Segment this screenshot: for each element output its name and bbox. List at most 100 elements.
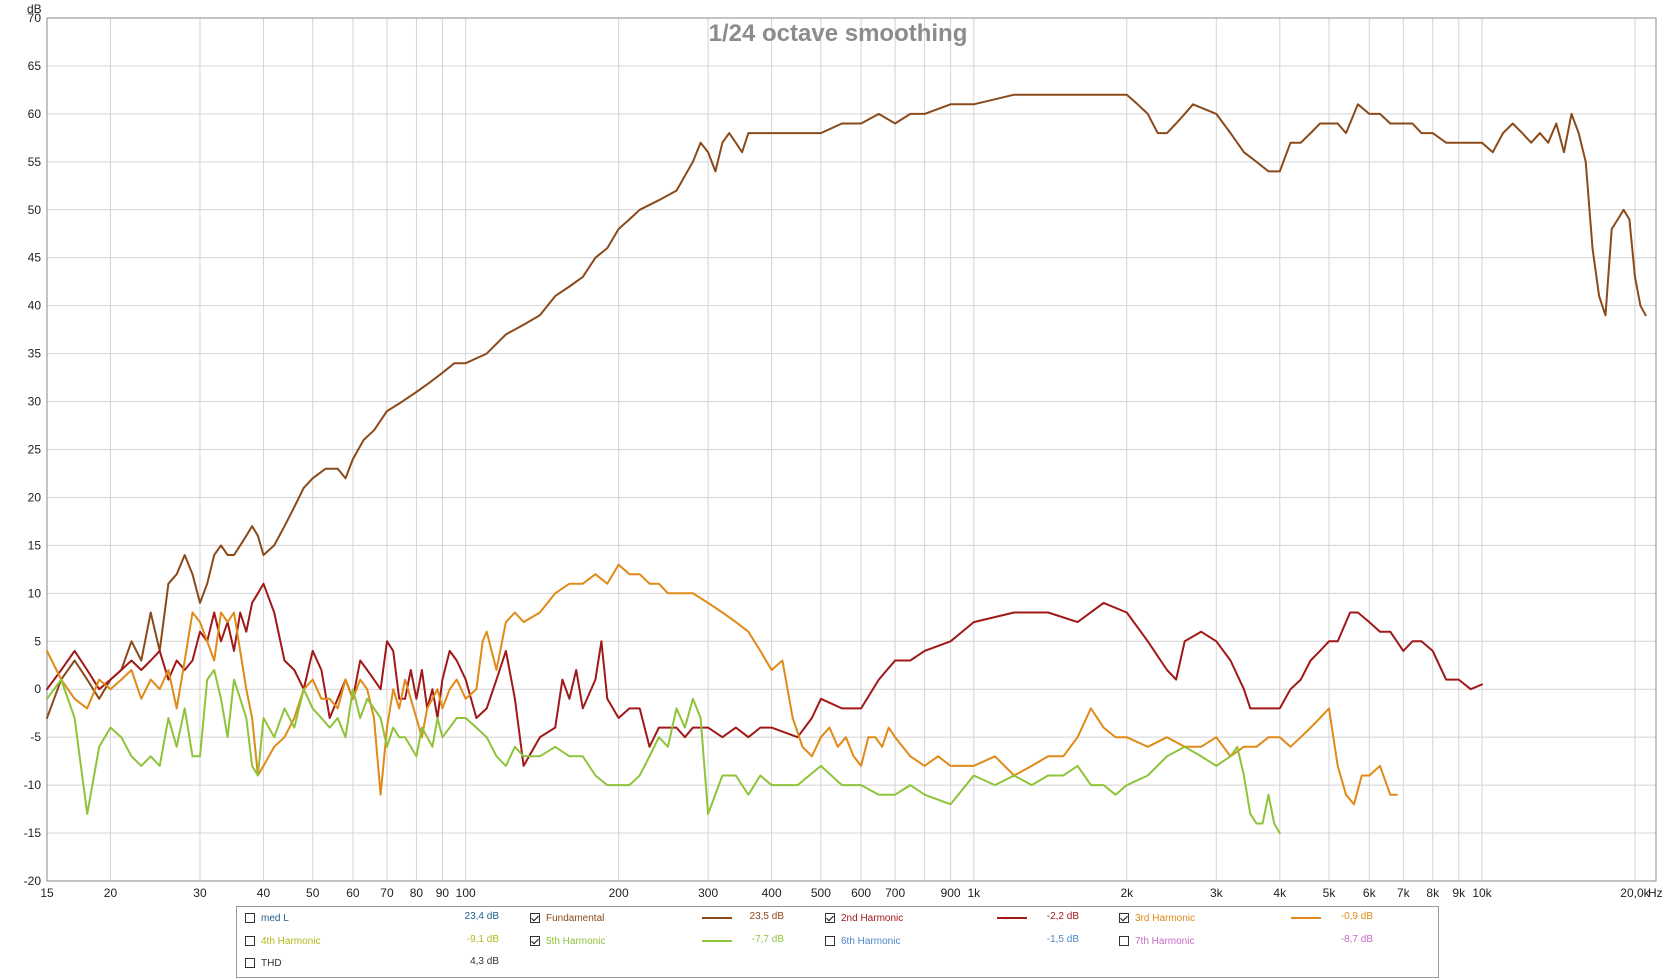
legend-swatch-fundamental [702, 917, 732, 919]
y-tick-label: -5 [30, 730, 41, 744]
legend-item-med-l[interactable]: med L [245, 909, 289, 927]
x-axis-unit: Hz [1648, 886, 1663, 900]
y-tick-label: -15 [24, 826, 42, 840]
y-tick-label: 70 [28, 11, 42, 25]
y-tick-label: -10 [24, 778, 42, 792]
y-tick-label: 15 [28, 538, 42, 552]
x-tick-label: 700 [885, 886, 905, 900]
legend-checkbox-med-l[interactable] [245, 913, 255, 923]
x-tick-label: 70 [380, 886, 394, 900]
legend-label: THD [261, 957, 282, 969]
y-tick-label: 10 [28, 586, 42, 600]
x-tick-label: 40 [257, 886, 271, 900]
y-tick-label: 25 [28, 443, 42, 457]
x-tick-label: 8k [1426, 886, 1440, 900]
x-tick-label: 4k [1273, 886, 1287, 900]
y-tick-label: -20 [24, 874, 42, 888]
legend-checkbox-5th-harmonic[interactable] [530, 936, 540, 946]
series-line-3rd-harmonic [46, 563, 1398, 806]
x-tick-label: 60 [346, 886, 360, 900]
legend-checkbox-6th-harmonic[interactable] [825, 936, 835, 946]
legend-value-3rd-harmonic: -0,9 dB [1340, 911, 1373, 922]
legend-value-6th-harmonic: -1,5 dB [1046, 934, 1079, 945]
chart-title: 1/24 octave smoothing [709, 20, 968, 47]
x-tick-label: 500 [811, 886, 831, 900]
legend-checkbox-4th-harmonic[interactable] [245, 936, 255, 946]
legend-label: 4th Harmonic [261, 935, 321, 947]
legend-checkbox-thd[interactable] [245, 958, 255, 968]
x-tick-label: 1k [967, 886, 981, 900]
y-tick-label: 40 [28, 299, 42, 313]
legend-checkbox-3rd-harmonic[interactable] [1119, 913, 1129, 923]
y-tick-label: 55 [28, 155, 42, 169]
x-tick-label: 50 [306, 886, 320, 900]
x-tick-label: 600 [851, 886, 871, 900]
x-tick-label: 200 [609, 886, 629, 900]
legend-item-5th-harmonic[interactable]: 5th Harmonic [530, 932, 605, 950]
legend-value-med-l: 23,4 dB [464, 911, 499, 922]
x-tick-label: 10k [1472, 886, 1492, 900]
y-tick-label: 45 [28, 251, 42, 265]
x-tick-label: 30 [193, 886, 207, 900]
x-tick-label: 900 [941, 886, 961, 900]
legend-swatch-3rd-harmonic [1291, 917, 1321, 919]
legend-item-6th-harmonic[interactable]: 6th Harmonic [825, 932, 900, 950]
y-tick-label: 35 [28, 347, 42, 361]
y-tick-label: 65 [28, 59, 42, 73]
legend-label: med L [261, 912, 289, 924]
y-tick-label: 30 [28, 395, 42, 409]
legend-item-3rd-harmonic[interactable]: 3rd Harmonic [1119, 909, 1195, 927]
x-tick-label: 20,0k [1620, 886, 1650, 900]
x-tick-label: 5k [1323, 886, 1337, 900]
x-tick-label: 6k [1363, 886, 1377, 900]
legend-swatch-2nd-harmonic [997, 917, 1027, 919]
legend-value-7th-harmonic: -8,7 dB [1340, 934, 1373, 945]
legend-value-fundamental: 23,5 dB [749, 911, 784, 922]
plot-frame [46, 17, 1657, 882]
y-tick-label: 0 [34, 682, 41, 696]
legend-item-4th-harmonic[interactable]: 4th Harmonic [245, 932, 320, 950]
x-tick-label: 100 [456, 886, 476, 900]
legend-item-thd[interactable]: THD [245, 954, 282, 972]
legend-item-7th-harmonic[interactable]: 7th Harmonic [1119, 932, 1194, 950]
legend-label: 5th Harmonic [546, 935, 606, 947]
x-tick-label: 400 [762, 886, 782, 900]
x-tick-label: 7k [1397, 886, 1411, 900]
legend-item-fundamental[interactable]: Fundamental [530, 909, 604, 927]
x-tick-label: 300 [698, 886, 718, 900]
x-tick-label: 90 [436, 886, 450, 900]
x-tick-label: 3k [1210, 886, 1224, 900]
legend-value-4th-harmonic: -9,1 dB [466, 934, 499, 945]
series [46, 93, 1647, 835]
series-line-fundamental [46, 93, 1647, 719]
legend-label: 3rd Harmonic [1135, 912, 1196, 924]
x-tick-label: 15 [40, 886, 54, 900]
legend-item-2nd-harmonic[interactable]: 2nd Harmonic [825, 909, 903, 927]
frequency-response-chart: 7065605550454035302520151050-5-10-15-20 … [24, 2, 1663, 900]
x-tick-label: 80 [410, 886, 424, 900]
legend-label: Fundamental [546, 912, 605, 924]
series-line-5th-harmonic [46, 669, 1281, 835]
x-tick-label: 9k [1452, 886, 1466, 900]
legend-label: 6th Harmonic [841, 935, 901, 947]
x-tick-label: 2k [1120, 886, 1134, 900]
legend-value-thd: 4,3 dB [470, 956, 499, 967]
series-line-2nd-harmonic [46, 582, 1483, 767]
legend-label: 2nd Harmonic [841, 912, 904, 924]
y-tick-label: 5 [34, 634, 41, 648]
legend-checkbox-fundamental[interactable] [530, 913, 540, 923]
legend-swatch-5th-harmonic [702, 940, 732, 942]
legend-panel: med L 23,4 dB Fundamental 23,5 dB 2nd Harmon… [236, 906, 1439, 978]
legend-checkbox-2nd-harmonic[interactable] [825, 913, 835, 923]
y-tick-label: 20 [28, 490, 42, 504]
y-axis-unit: dB [27, 2, 42, 16]
y-tick-label: 50 [28, 203, 42, 217]
legend-value-2nd-harmonic: -2,2 dB [1046, 911, 1079, 922]
legend-value-5th-harmonic: -7,7 dB [751, 934, 784, 945]
legend-checkbox-7th-harmonic[interactable] [1119, 936, 1129, 946]
x-tick-labels: 15 20 30 40 50 60 70 80 90 100 200 300 400 500 600 700 9… [40, 886, 1650, 900]
x-tick-label: 20 [104, 886, 118, 900]
y-tick-label: 60 [28, 107, 42, 121]
legend-label: 7th Harmonic [1135, 935, 1195, 947]
